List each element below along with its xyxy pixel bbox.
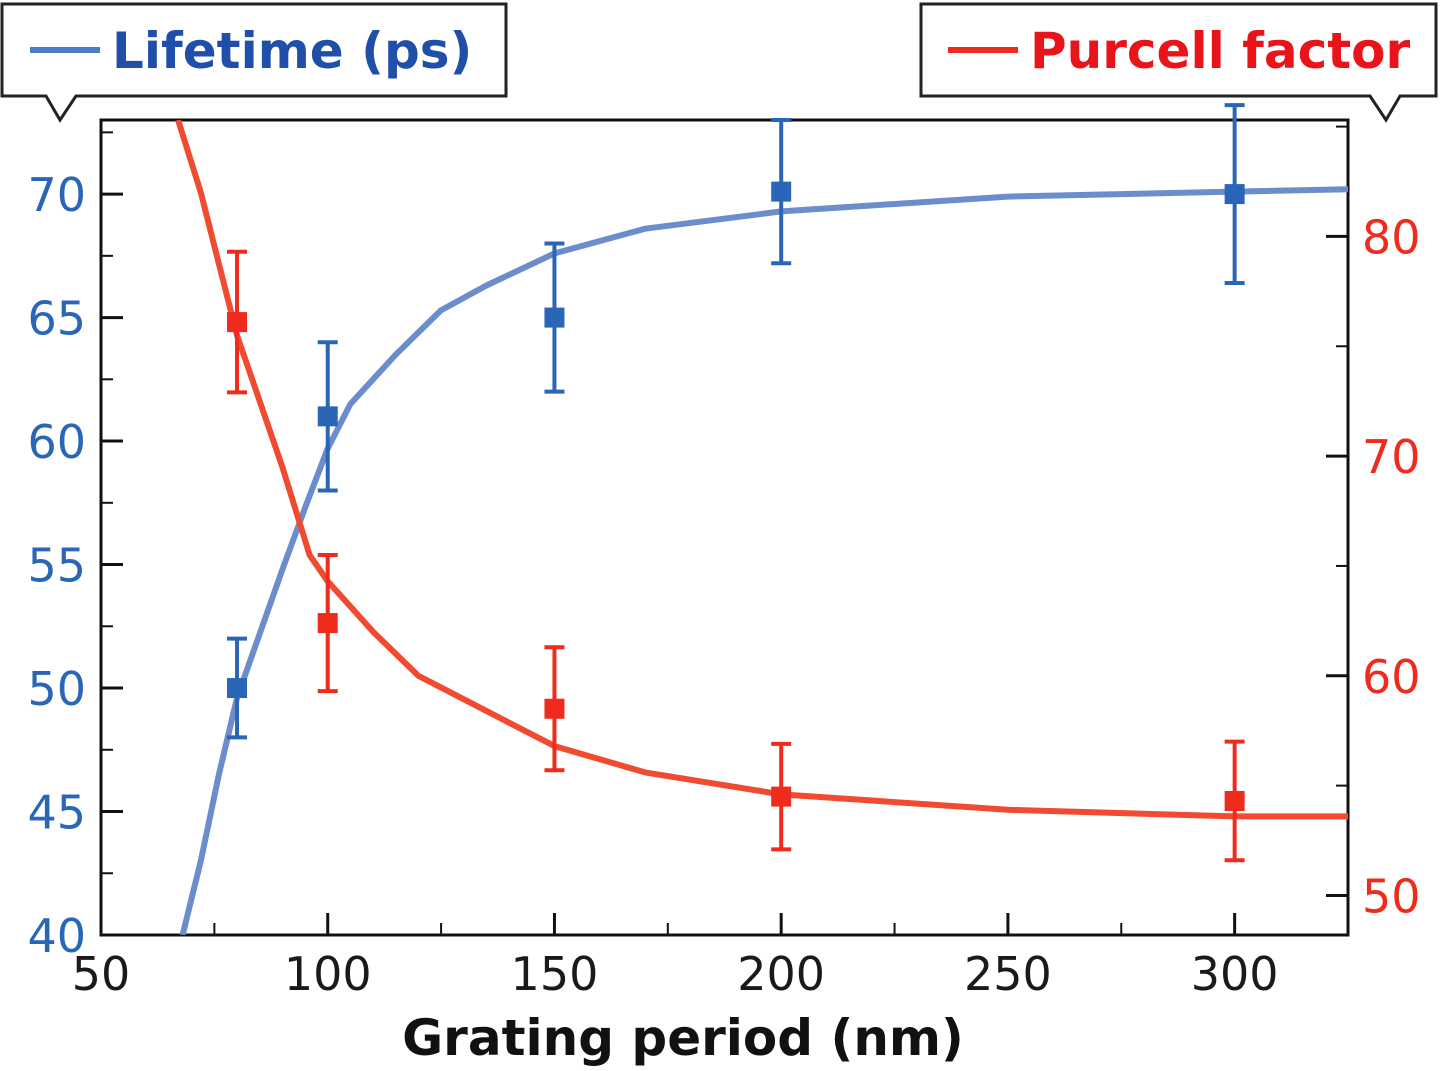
lifetime-data-point	[771, 181, 792, 202]
left-tick-label: 70	[27, 168, 86, 222]
purcell-data-point	[317, 613, 338, 634]
left-tick-label: 45	[27, 786, 86, 840]
legend-lifetime-box	[0, 2, 508, 123]
left-axis-ticks: 40 45 50 55 60 65 70	[27, 131, 123, 963]
bottom-tick-label: 150	[511, 947, 599, 1001]
bottom-tick-label: 50	[72, 947, 131, 1001]
left-tick-label: 65	[27, 292, 86, 346]
purcell-data-point	[227, 312, 248, 333]
right-tick-label: 60	[1362, 650, 1421, 704]
lifetime-fit-line	[179, 186, 1348, 935]
legend-purcell: Purcell factor	[919, 2, 1438, 123]
purcell-data-point	[544, 698, 565, 719]
bottom-tick-label: 250	[964, 947, 1052, 1001]
right-tick-label: 80	[1362, 210, 1421, 264]
bottom-tick-label: 300	[1191, 947, 1279, 1001]
data-points	[227, 103, 1245, 863]
left-tick-label: 50	[27, 662, 86, 716]
legend-lifetime: Lifetime (ps)	[0, 2, 508, 123]
bottom-tick-label: 200	[737, 947, 825, 1001]
left-tick-label: 60	[27, 415, 86, 469]
lifetime-data-point	[544, 307, 565, 328]
bottom-axis-ticks: 50 100 150 200 250 300	[72, 913, 1279, 1001]
left-tick-label: 40	[27, 909, 86, 963]
right-tick-label: 70	[1362, 430, 1421, 484]
plot-frame	[99, 118, 1350, 937]
purcell-fit-line	[175, 120, 1348, 820]
purcell-data-point	[771, 786, 792, 807]
legend-lifetime-label: Lifetime (ps)	[112, 22, 472, 80]
x-axis-title: Grating period (nm)	[402, 1009, 964, 1067]
lifetime-data-point	[317, 406, 338, 427]
lifetime-data-point	[227, 678, 248, 699]
right-tick-label: 50	[1362, 869, 1421, 923]
fit-curves	[175, 120, 1348, 935]
right-axis-ticks: 50 60 70 80	[1326, 125, 1421, 923]
legend-purcell-label: Purcell factor	[1030, 22, 1411, 80]
legend-purcell-box	[919, 2, 1438, 123]
lifetime-data-point	[1224, 184, 1245, 205]
purcell-data-point	[1224, 790, 1245, 811]
left-tick-label: 55	[27, 539, 86, 593]
bottom-tick-label: 100	[284, 947, 372, 1001]
